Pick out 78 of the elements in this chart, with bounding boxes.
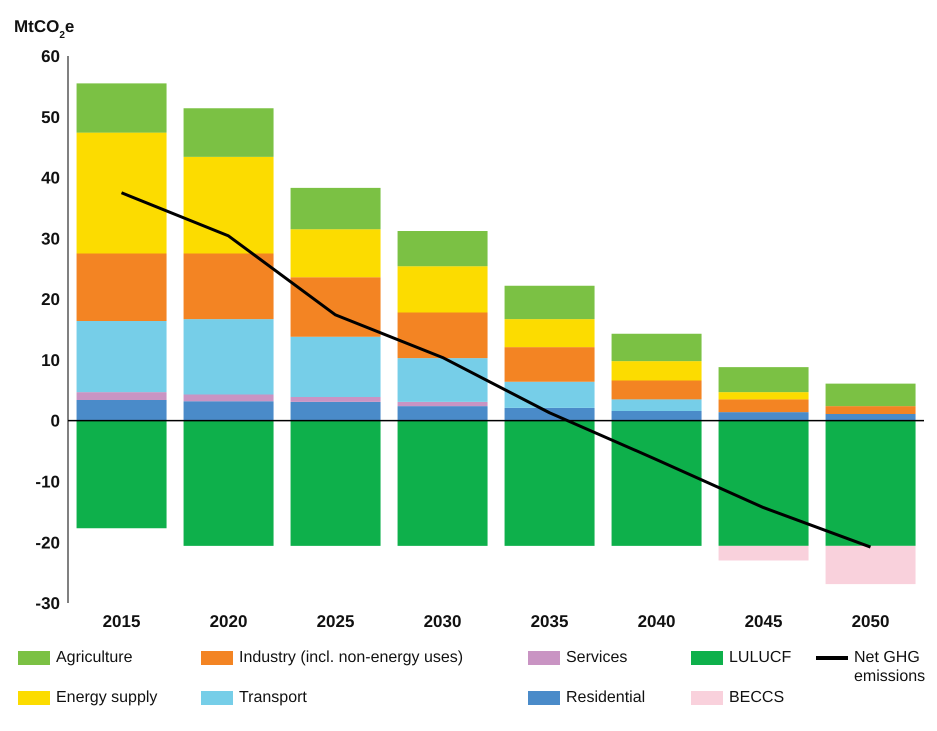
bar bbox=[826, 546, 916, 584]
bar bbox=[76, 320, 167, 392]
bar bbox=[184, 420, 274, 546]
y-tick-label: 50 bbox=[41, 108, 60, 127]
bar bbox=[76, 83, 167, 133]
y-tick-label: 0 bbox=[50, 412, 60, 431]
bar bbox=[398, 231, 488, 266]
bar bbox=[718, 392, 809, 400]
bar bbox=[504, 286, 595, 320]
bar bbox=[826, 420, 916, 546]
bar bbox=[290, 396, 381, 402]
bar bbox=[184, 394, 274, 402]
legend-label: Energy supply bbox=[56, 688, 158, 707]
x-tick-label: 2050 bbox=[852, 612, 890, 632]
bar bbox=[718, 412, 809, 421]
x-tick-label: 2015 bbox=[102, 612, 140, 632]
y-tick-label: 10 bbox=[41, 350, 60, 370]
y-tick-label: -10 bbox=[35, 472, 60, 492]
legend-label: LULUCF bbox=[729, 648, 792, 667]
legend-label: Agriculture bbox=[56, 648, 132, 667]
bar bbox=[184, 108, 274, 157]
bar bbox=[718, 399, 809, 412]
bar bbox=[504, 347, 595, 382]
x-tick-label: 2020 bbox=[210, 612, 248, 632]
legend-label: Net GHG emissions bbox=[854, 648, 926, 686]
bar bbox=[184, 401, 274, 421]
bar bbox=[290, 336, 381, 397]
x-tick-label: 2035 bbox=[530, 612, 568, 632]
bar bbox=[398, 312, 488, 358]
bar bbox=[718, 367, 809, 392]
legend-label: Services bbox=[566, 648, 628, 667]
y-tick-label: -30 bbox=[35, 594, 60, 614]
bar bbox=[398, 266, 488, 312]
bar bbox=[718, 420, 809, 546]
x-tick-label: 2025 bbox=[316, 612, 354, 632]
y-tick-label: 60 bbox=[41, 47, 60, 66]
x-tick-label: 2045 bbox=[744, 612, 782, 632]
bar bbox=[504, 420, 595, 546]
bar bbox=[398, 420, 488, 546]
bar bbox=[76, 400, 167, 421]
bar bbox=[184, 156, 274, 254]
bar bbox=[826, 384, 916, 406]
legend-label: Transport bbox=[239, 688, 307, 707]
bar bbox=[398, 358, 488, 402]
bar bbox=[826, 414, 916, 421]
legend-label: Industry (incl. non-energy uses) bbox=[239, 648, 464, 667]
bar bbox=[76, 420, 167, 528]
legend-label: Residential bbox=[566, 688, 646, 707]
bar bbox=[398, 406, 488, 421]
y-tick-label: 30 bbox=[41, 229, 60, 248]
bar bbox=[398, 402, 488, 406]
bar bbox=[504, 382, 595, 408]
bar bbox=[826, 406, 916, 414]
bar bbox=[612, 420, 702, 546]
bar bbox=[184, 254, 274, 320]
bar bbox=[612, 361, 702, 381]
bar bbox=[290, 229, 381, 278]
x-tick-label: 2040 bbox=[638, 612, 676, 632]
bar bbox=[504, 319, 595, 348]
y-tick-label: 20 bbox=[41, 290, 60, 310]
bar bbox=[76, 392, 167, 400]
bar bbox=[290, 277, 381, 337]
bar bbox=[612, 380, 702, 400]
bar bbox=[290, 402, 381, 421]
bar bbox=[718, 546, 809, 560]
bar bbox=[76, 254, 167, 321]
y-tick-label: 40 bbox=[41, 168, 60, 188]
bar bbox=[184, 319, 274, 395]
legend-label: BECCS bbox=[729, 688, 784, 707]
bar bbox=[290, 188, 381, 230]
bar bbox=[290, 420, 381, 546]
bar bbox=[612, 399, 702, 411]
bar bbox=[76, 132, 167, 254]
bar bbox=[612, 410, 702, 421]
y-tick-label: -20 bbox=[35, 533, 60, 552]
x-tick-label: 2030 bbox=[424, 612, 462, 632]
bar bbox=[612, 334, 702, 362]
y-axis-title: MtCO$_{2}$e bbox=[14, 17, 74, 40]
